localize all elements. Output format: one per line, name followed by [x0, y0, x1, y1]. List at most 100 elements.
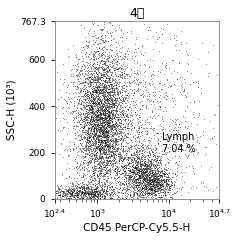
Point [128, 194, 132, 198]
Point [91, 118, 95, 122]
Point [108, 97, 112, 101]
Point [148, 180, 151, 184]
Point [107, 148, 111, 152]
Point [93, 102, 97, 106]
Point [164, 187, 167, 191]
Point [125, 113, 129, 116]
Point [114, 93, 117, 96]
Point [110, 89, 114, 93]
Point [91, 129, 95, 133]
Point [144, 187, 148, 191]
Point [107, 113, 110, 117]
Point [91, 105, 94, 109]
Point [169, 182, 173, 186]
Point [141, 175, 145, 179]
Point [174, 122, 178, 126]
Point [81, 119, 85, 123]
Point [144, 182, 148, 186]
Point [85, 39, 88, 43]
Point [166, 191, 170, 194]
Point [152, 176, 156, 180]
Point [140, 157, 144, 161]
Point [133, 105, 137, 109]
Point [93, 117, 97, 120]
Point [80, 130, 84, 133]
Point [110, 98, 114, 102]
Point [102, 165, 106, 169]
Point [146, 193, 150, 197]
Point [121, 191, 125, 195]
Point [129, 170, 133, 174]
Point [87, 191, 91, 195]
Point [97, 156, 101, 160]
Point [105, 130, 109, 134]
Point [136, 82, 140, 86]
Point [136, 89, 140, 93]
Point [172, 69, 176, 73]
Point [100, 131, 104, 135]
Point [134, 166, 138, 170]
Point [84, 189, 88, 193]
Point [104, 71, 108, 75]
Point [156, 169, 160, 173]
Point [133, 47, 137, 50]
Point [154, 30, 158, 34]
Point [91, 187, 95, 191]
Point [78, 191, 82, 194]
Point [86, 61, 90, 65]
Point [75, 62, 79, 66]
Point [108, 102, 112, 106]
Point [98, 91, 102, 95]
Point [112, 61, 115, 65]
Point [111, 92, 115, 96]
Point [119, 127, 123, 131]
Point [152, 179, 155, 182]
Point [167, 170, 170, 174]
Point [93, 127, 96, 131]
Point [133, 110, 137, 114]
Point [158, 186, 162, 190]
Point [90, 192, 93, 196]
Point [90, 192, 94, 196]
Point [137, 156, 141, 160]
Point [96, 92, 100, 96]
Point [122, 169, 126, 173]
Point [102, 104, 105, 108]
Point [93, 133, 97, 137]
Point [159, 166, 163, 170]
Point [136, 164, 140, 168]
Point [113, 161, 117, 165]
Point [105, 56, 109, 60]
Point [104, 89, 108, 93]
Point [70, 180, 74, 184]
Point [106, 150, 110, 154]
Point [68, 195, 72, 199]
Point [124, 93, 128, 97]
Point [103, 39, 106, 43]
Point [130, 168, 134, 172]
Point [78, 188, 82, 192]
Point [111, 102, 115, 106]
Point [91, 55, 95, 59]
Point [111, 57, 115, 61]
Point [89, 186, 93, 189]
Point [135, 113, 138, 117]
Point [150, 161, 154, 164]
Point [121, 97, 125, 101]
Point [106, 101, 110, 104]
Point [135, 129, 139, 132]
Point [157, 187, 161, 191]
Point [94, 108, 98, 112]
Point [142, 168, 146, 172]
Point [118, 185, 122, 189]
Point [132, 185, 136, 189]
Point [114, 128, 118, 132]
Point [99, 145, 103, 149]
Point [104, 119, 108, 123]
Point [126, 178, 130, 182]
Point [141, 174, 145, 178]
Point [143, 80, 147, 84]
Point [107, 140, 110, 144]
Point [91, 121, 94, 125]
Point [145, 169, 148, 173]
